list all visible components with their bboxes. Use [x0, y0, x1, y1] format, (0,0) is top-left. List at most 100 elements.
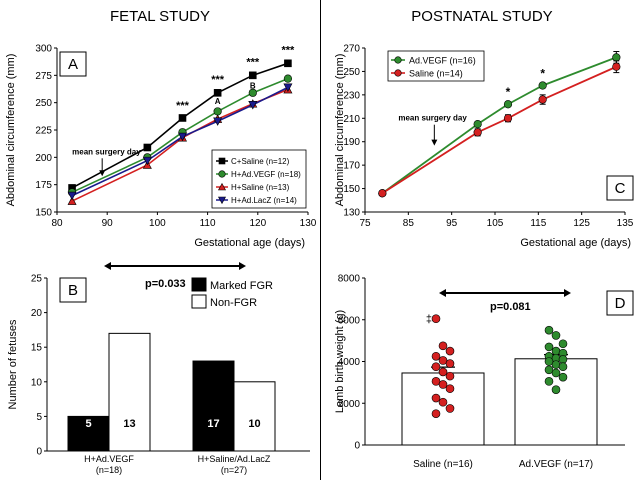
a-y-tick-label: 200	[35, 153, 52, 164]
a-legend-box	[211, 149, 307, 209]
c-y-tick-label: 250	[343, 67, 360, 78]
d-y-tick-label: 8000	[338, 274, 361, 285]
a-x-tick-label: 100	[149, 218, 166, 229]
c-x-tick-label: 135	[617, 218, 634, 229]
a-x-tick-label: 80	[51, 218, 63, 229]
d-data-point	[438, 356, 448, 365]
b-y-tick-label: 20	[31, 308, 43, 319]
a-y-tick-label: 175	[35, 180, 52, 191]
a-y-tick-label: 300	[35, 44, 52, 55]
b-legend-label: Marked FGR	[210, 280, 273, 292]
fetal-study-heading: FETAL STUDY	[109, 8, 210, 25]
c-data-point	[473, 128, 482, 137]
a-data-point	[67, 196, 77, 205]
a-x-tick-label: 120	[249, 218, 266, 229]
d-y-tick-label: 4000	[338, 357, 361, 368]
d-y-axis-label: Lamb birth weight (g)	[334, 310, 346, 413]
b-category-label: H+Saline/Ad.LacZ	[198, 454, 271, 464]
c-data-point	[612, 62, 621, 71]
d-data-point	[445, 346, 455, 356]
a-annotation: A	[215, 97, 221, 106]
a-data-point	[178, 132, 187, 142]
a-annotation: ***	[246, 56, 260, 68]
c-data-point	[612, 53, 621, 62]
b-y-axis-label: Number of fetuses	[7, 319, 19, 409]
c-legend-marker	[394, 56, 402, 64]
c-y-tick-label: 190	[343, 137, 360, 148]
b-y-tick-label: 10	[31, 377, 43, 388]
a-legend-label: H+Ad.VEGF (n=18)	[231, 170, 301, 179]
a-legend-marker	[218, 170, 226, 178]
a-surgery-arrowhead	[99, 170, 106, 177]
panel-divider	[320, 0, 321, 480]
c-legend-marker	[394, 69, 402, 77]
b-category-label: (n=18)	[96, 465, 122, 475]
c-legend-label: Saline (n=14)	[409, 69, 463, 79]
b-bar	[108, 332, 151, 452]
d-data-point	[558, 362, 568, 372]
a-data-point	[142, 156, 152, 166]
c-x-tick-label: 125	[573, 218, 590, 229]
d-data-point	[558, 339, 568, 349]
b-bar-label: 5	[85, 418, 91, 430]
d-data-point	[544, 365, 554, 375]
c-series-line	[381, 65, 617, 195]
d-bracket-arrowhead	[439, 289, 446, 297]
d-data-point	[431, 409, 441, 418]
b-panel-label: B	[68, 282, 78, 299]
postnatal-study-heading: POSTNATAL STUDY	[411, 8, 553, 25]
c-legend-label: Ad.VEGF (n=16)	[409, 56, 476, 66]
a-annotation: ***	[176, 100, 190, 112]
a-surgery-note: mean surgery day	[72, 147, 141, 156]
c-panel-label-box	[606, 175, 634, 201]
b-category-label: (n=27)	[221, 465, 247, 475]
d-y-tick-label: 6000	[338, 315, 361, 326]
c-y-tick-label: 270	[343, 44, 360, 55]
d-y-tick-label: 0	[354, 441, 360, 452]
c-data-point	[378, 189, 387, 198]
a-y-tick-label: 225	[35, 126, 52, 137]
b-category-label: H+Ad.VEGF	[84, 454, 134, 464]
b-legend-label: Non-FGR	[210, 297, 257, 309]
c-data-point	[538, 81, 547, 90]
c-data-point	[473, 120, 482, 129]
c-y-tick-label: 230	[343, 90, 360, 101]
c-data-point	[503, 100, 513, 109]
c-x-tick-label: 85	[403, 218, 415, 229]
b-legend-swatch	[191, 277, 207, 292]
a-legend-label: C+Saline (n=12)	[231, 157, 290, 166]
b-bar	[67, 415, 110, 452]
a-series-line	[71, 77, 289, 194]
a-panel-label-box	[59, 51, 87, 77]
a-data-point	[284, 59, 292, 68]
d-y-tick-label: 2000	[338, 399, 361, 410]
d-data-point	[551, 368, 561, 378]
d-data-point	[544, 357, 554, 366]
d-data-point	[438, 397, 448, 407]
d-data-point	[445, 359, 455, 368]
b-bar	[192, 360, 235, 452]
d-data-point	[551, 385, 561, 394]
a-data-point	[248, 101, 258, 110]
a-y-tick-label: 250	[35, 98, 52, 109]
c-x-tick-label: 95	[446, 218, 458, 229]
c-y-tick-label: 130	[343, 208, 360, 219]
b-bar-label: 17	[207, 418, 219, 430]
c-y-tick-label: 150	[343, 184, 360, 195]
a-data-point	[178, 114, 187, 122]
d-data-point	[431, 377, 441, 386]
a-panel-label: A	[68, 56, 78, 73]
d-data-point	[445, 371, 455, 381]
d-data-point	[445, 384, 455, 393]
c-x-tick-label: 105	[487, 218, 504, 229]
b-y-tick-label: 25	[31, 274, 43, 285]
d-data-point	[551, 331, 561, 340]
c-data-point	[538, 95, 547, 104]
a-y-axis-label: Abdominal circumference (mm)	[5, 54, 17, 207]
a-data-point	[213, 107, 222, 116]
d-dagger-mark: ‡	[426, 314, 432, 326]
a-series-line	[71, 62, 289, 189]
a-legend-label: H+Ad.LacZ (n=14)	[231, 196, 297, 205]
c-data-point	[503, 114, 513, 123]
